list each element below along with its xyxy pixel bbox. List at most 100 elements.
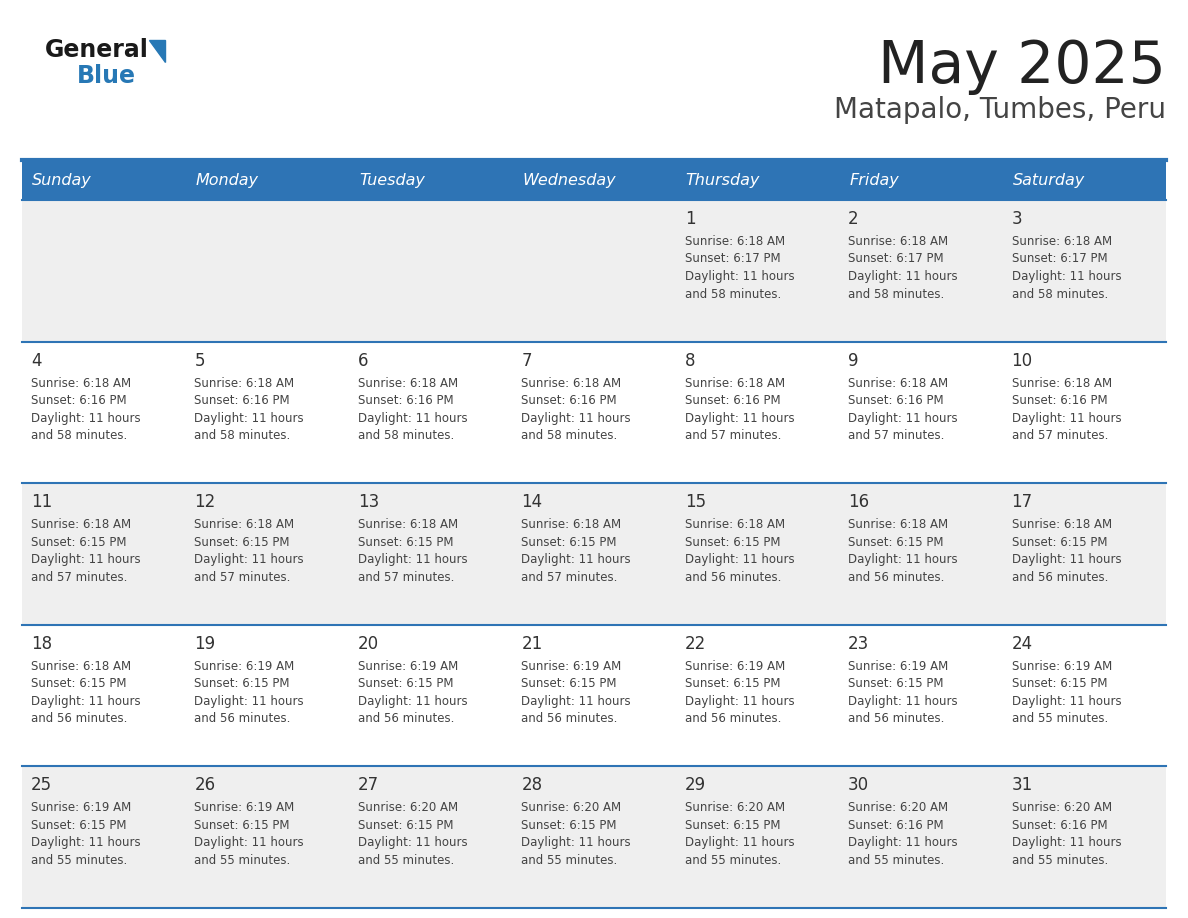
Text: and 56 minutes.: and 56 minutes. <box>684 712 781 725</box>
Text: 8: 8 <box>684 352 695 370</box>
Text: Sunrise: 6:18 AM: Sunrise: 6:18 AM <box>195 376 295 389</box>
Text: Daylight: 11 hours: Daylight: 11 hours <box>1011 554 1121 566</box>
Text: and 57 minutes.: and 57 minutes. <box>1011 429 1108 442</box>
Text: 15: 15 <box>684 493 706 511</box>
Text: Sunrise: 6:18 AM: Sunrise: 6:18 AM <box>684 518 785 532</box>
Text: Sunrise: 6:20 AM: Sunrise: 6:20 AM <box>1011 801 1112 814</box>
Text: Sunrise: 6:18 AM: Sunrise: 6:18 AM <box>848 235 948 248</box>
Text: and 57 minutes.: and 57 minutes. <box>31 571 127 584</box>
Text: Daylight: 11 hours: Daylight: 11 hours <box>848 554 958 566</box>
Text: Sunset: 6:15 PM: Sunset: 6:15 PM <box>358 536 454 549</box>
Text: 20: 20 <box>358 635 379 653</box>
Text: Sunset: 6:16 PM: Sunset: 6:16 PM <box>1011 819 1107 832</box>
Text: Sunset: 6:15 PM: Sunset: 6:15 PM <box>358 677 454 690</box>
Text: 13: 13 <box>358 493 379 511</box>
Text: 31: 31 <box>1011 777 1032 794</box>
Text: 3: 3 <box>1011 210 1022 228</box>
Text: Sunrise: 6:19 AM: Sunrise: 6:19 AM <box>31 801 131 814</box>
Text: Sunset: 6:15 PM: Sunset: 6:15 PM <box>684 819 781 832</box>
Text: 29: 29 <box>684 777 706 794</box>
Text: 25: 25 <box>31 777 52 794</box>
Text: and 56 minutes.: and 56 minutes. <box>1011 571 1108 584</box>
Text: Sunrise: 6:20 AM: Sunrise: 6:20 AM <box>684 801 785 814</box>
Text: 24: 24 <box>1011 635 1032 653</box>
Text: and 58 minutes.: and 58 minutes. <box>522 429 618 442</box>
Text: Daylight: 11 hours: Daylight: 11 hours <box>1011 411 1121 425</box>
Text: Sunset: 6:15 PM: Sunset: 6:15 PM <box>848 677 943 690</box>
Text: and 58 minutes.: and 58 minutes. <box>358 429 454 442</box>
Text: 14: 14 <box>522 493 543 511</box>
Text: and 56 minutes.: and 56 minutes. <box>522 712 618 725</box>
Text: Sunset: 6:17 PM: Sunset: 6:17 PM <box>684 252 781 265</box>
Text: and 55 minutes.: and 55 minutes. <box>1011 854 1108 867</box>
Text: 9: 9 <box>848 352 859 370</box>
Text: Sunrise: 6:19 AM: Sunrise: 6:19 AM <box>848 660 948 673</box>
Text: Daylight: 11 hours: Daylight: 11 hours <box>848 836 958 849</box>
Text: Sunset: 6:16 PM: Sunset: 6:16 PM <box>195 394 290 407</box>
Text: Daylight: 11 hours: Daylight: 11 hours <box>684 836 795 849</box>
Text: 27: 27 <box>358 777 379 794</box>
Text: and 57 minutes.: and 57 minutes. <box>195 571 291 584</box>
Text: and 57 minutes.: and 57 minutes. <box>358 571 454 584</box>
Text: Matapalo, Tumbes, Peru: Matapalo, Tumbes, Peru <box>834 96 1165 124</box>
Text: Daylight: 11 hours: Daylight: 11 hours <box>31 695 140 708</box>
Text: Sunset: 6:16 PM: Sunset: 6:16 PM <box>848 819 943 832</box>
Bar <box>23 160 1165 200</box>
Text: and 55 minutes.: and 55 minutes. <box>684 854 781 867</box>
Text: 10: 10 <box>1011 352 1032 370</box>
Text: Daylight: 11 hours: Daylight: 11 hours <box>31 554 140 566</box>
Text: and 56 minutes.: and 56 minutes. <box>684 571 781 584</box>
Text: Sunset: 6:15 PM: Sunset: 6:15 PM <box>195 536 290 549</box>
Text: 30: 30 <box>848 777 870 794</box>
Text: Daylight: 11 hours: Daylight: 11 hours <box>684 554 795 566</box>
Text: Daylight: 11 hours: Daylight: 11 hours <box>1011 836 1121 849</box>
Text: Sunset: 6:17 PM: Sunset: 6:17 PM <box>1011 252 1107 265</box>
Text: and 57 minutes.: and 57 minutes. <box>684 429 781 442</box>
Bar <box>23 767 1165 908</box>
Text: Sunday: Sunday <box>32 173 91 187</box>
Text: Sunset: 6:15 PM: Sunset: 6:15 PM <box>31 536 126 549</box>
Text: Sunset: 6:15 PM: Sunset: 6:15 PM <box>195 677 290 690</box>
Text: Sunset: 6:16 PM: Sunset: 6:16 PM <box>358 394 454 407</box>
Text: 4: 4 <box>31 352 42 370</box>
Text: and 58 minutes.: and 58 minutes. <box>195 429 291 442</box>
Text: Sunrise: 6:20 AM: Sunrise: 6:20 AM <box>848 801 948 814</box>
Text: 28: 28 <box>522 777 543 794</box>
Text: Sunset: 6:16 PM: Sunset: 6:16 PM <box>31 394 127 407</box>
Text: Sunrise: 6:18 AM: Sunrise: 6:18 AM <box>195 518 295 532</box>
Text: and 58 minutes.: and 58 minutes. <box>31 429 127 442</box>
Text: Daylight: 11 hours: Daylight: 11 hours <box>848 411 958 425</box>
Text: 5: 5 <box>195 352 204 370</box>
Text: Daylight: 11 hours: Daylight: 11 hours <box>848 695 958 708</box>
Text: Daylight: 11 hours: Daylight: 11 hours <box>31 836 140 849</box>
Text: Sunrise: 6:18 AM: Sunrise: 6:18 AM <box>358 518 459 532</box>
Text: Sunset: 6:15 PM: Sunset: 6:15 PM <box>848 536 943 549</box>
Text: Sunset: 6:15 PM: Sunset: 6:15 PM <box>195 819 290 832</box>
Text: and 56 minutes.: and 56 minutes. <box>195 712 291 725</box>
Text: Sunrise: 6:18 AM: Sunrise: 6:18 AM <box>358 376 459 389</box>
Text: Sunset: 6:15 PM: Sunset: 6:15 PM <box>31 677 126 690</box>
Text: and 57 minutes.: and 57 minutes. <box>522 571 618 584</box>
Text: and 57 minutes.: and 57 minutes. <box>848 429 944 442</box>
Text: Sunrise: 6:19 AM: Sunrise: 6:19 AM <box>522 660 621 673</box>
Text: Blue: Blue <box>77 64 135 88</box>
Text: Sunrise: 6:18 AM: Sunrise: 6:18 AM <box>1011 518 1112 532</box>
Bar <box>23 200 1165 341</box>
Text: Sunset: 6:15 PM: Sunset: 6:15 PM <box>684 677 781 690</box>
Text: Thursday: Thursday <box>685 173 760 187</box>
Text: Sunrise: 6:18 AM: Sunrise: 6:18 AM <box>31 376 131 389</box>
Text: Daylight: 11 hours: Daylight: 11 hours <box>684 411 795 425</box>
Text: Sunset: 6:17 PM: Sunset: 6:17 PM <box>848 252 943 265</box>
Text: 12: 12 <box>195 493 216 511</box>
Text: Daylight: 11 hours: Daylight: 11 hours <box>684 270 795 283</box>
Text: Sunset: 6:15 PM: Sunset: 6:15 PM <box>1011 677 1107 690</box>
Text: Sunset: 6:15 PM: Sunset: 6:15 PM <box>358 819 454 832</box>
Text: 26: 26 <box>195 777 215 794</box>
Text: Saturday: Saturday <box>1012 173 1085 187</box>
Text: 22: 22 <box>684 635 706 653</box>
Text: Monday: Monday <box>196 173 259 187</box>
Bar <box>23 625 1165 767</box>
Polygon shape <box>148 40 165 62</box>
Text: Daylight: 11 hours: Daylight: 11 hours <box>358 695 468 708</box>
Text: Sunrise: 6:18 AM: Sunrise: 6:18 AM <box>684 235 785 248</box>
